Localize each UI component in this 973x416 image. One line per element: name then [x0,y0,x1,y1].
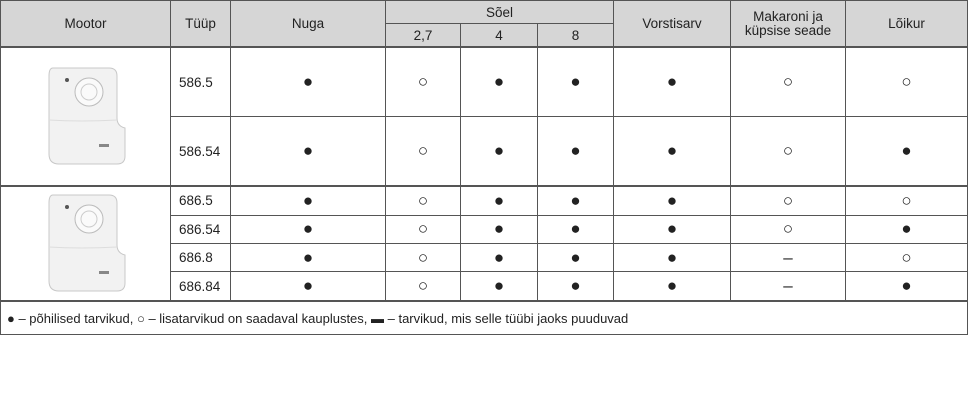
motor-image [48,67,125,165]
accessory-table: Mootor Tüüp Nuga Sõel Vorstisarv Makaron… [0,0,968,335]
type-cell: 686.5 [170,185,231,216]
header-cell: 4 [460,23,538,48]
symbol-cell: ● [613,116,731,187]
symbol-cell: ○ [845,242,968,273]
symbol-cell: ● [230,185,386,216]
symbol-cell: ● [537,185,614,216]
symbol-cell: ● [537,242,614,273]
table-row: 686.5 ● ○ ● ● ● ○ ○ [0,185,968,302]
symbol-cell: ○ [385,46,461,117]
header-cell: Makaroni ja küpsise seade [730,0,846,48]
symbol-cell: ● [460,271,538,302]
type-cell: 686.8 [170,242,231,273]
symbol-cell: ○ [845,185,968,216]
symbol-cell: ○ [385,271,461,302]
symbol-cell: ○ [385,185,461,216]
symbol-cell: ○ [385,214,461,244]
symbol-cell: ● [537,214,614,244]
symbol-cell: ● [613,242,731,273]
motor-cell [0,46,171,187]
symbol-cell: ● [230,46,386,117]
symbol-cell: ● [537,116,614,187]
header-cell: Tüüp [170,0,231,48]
legend-text: ● – põhilised tarvikud, ○ – lisatarvikud… [0,300,968,335]
motor-image [48,194,125,292]
header-cell: Mootor [0,0,171,48]
type-cell: 586.54 [170,116,231,187]
symbol-cell: ○ [730,46,846,117]
header-cell: Sõel [385,0,614,24]
symbol-cell: ○ [385,116,461,187]
symbol-cell: ● [460,116,538,187]
symbol-cell: ○ [385,242,461,273]
symbol-cell: ● [230,271,386,302]
header-cell: Lõikur [845,0,968,48]
symbol-cell: ● [613,46,731,117]
header-cell: 8 [537,23,614,48]
symbol-cell: – [730,271,846,302]
symbol-cell: ○ [845,46,968,117]
symbol-cell: ● [845,116,968,187]
symbol-cell: ● [460,185,538,216]
symbol-cell: ● [613,214,731,244]
symbol-cell: ● [230,116,386,187]
symbol-cell: ● [537,46,614,117]
header-cell: 2,7 [385,23,461,48]
type-cell: 686.84 [170,271,231,302]
header-cell: Nuga [230,0,386,48]
type-cell: 586.5 [170,46,231,117]
legend-group: ● – põhilised tarvikud, ○ – lisatarvikud… [0,300,968,335]
table-row: 586.5 ● ○ ● ● ● ○ ○ [0,46,968,187]
symbol-cell: ● [230,214,386,244]
row-group: 586.5 ● ○ ● ● ● ○ ○ 586.54 ● ○ ● ● ● ○ ● [0,46,968,187]
type-cell: 686.54 [170,214,231,244]
table-row: 686.54 ● ○ ● ● ● ○ ● [1,214,968,244]
symbol-cell: ○ [730,116,846,187]
symbol-cell: ● [230,242,386,273]
row-group: 686.5 ● ○ ● ● ● ○ ○ 686.54 ● ○ ● ● ● ○ ● 686.8 ● ○ ● ● ● – ○ 686… [0,185,968,302]
motor-cell [0,185,171,302]
symbol-cell: ○ [730,185,846,216]
symbol-cell: ● [845,214,968,244]
symbol-cell: ● [613,185,731,216]
table-row: 586.54 ● ○ ● ● ● ○ ● [1,116,968,187]
symbol-cell: ● [460,242,538,273]
symbol-cell: ● [613,271,731,302]
symbol-cell: – [730,242,846,273]
legend-row: ● – põhilised tarvikud, ○ – lisatarvikud… [0,300,968,335]
symbol-cell: ● [460,214,538,244]
header-cell: Vorstisarv [613,0,731,48]
symbol-cell: ○ [730,214,846,244]
symbol-cell: ● [845,271,968,302]
symbol-cell: ● [537,271,614,302]
symbol-cell: ● [460,46,538,117]
table-row: 686.8 ● ○ ● ● ● – ○ [1,242,968,273]
